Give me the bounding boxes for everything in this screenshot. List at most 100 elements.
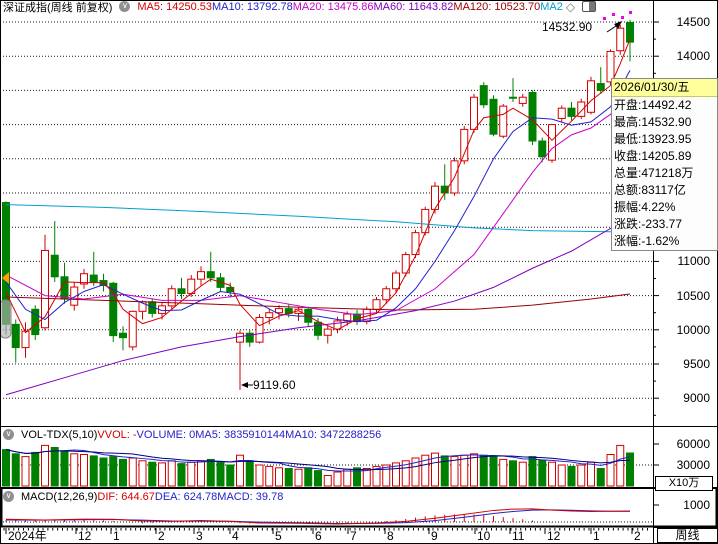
volume-bar bbox=[70, 453, 79, 487]
volume-bar bbox=[577, 464, 586, 487]
candle-body bbox=[392, 272, 400, 290]
candle-body bbox=[557, 107, 566, 119]
volume-bar bbox=[158, 462, 166, 487]
volume-bar bbox=[2, 449, 10, 487]
ma-line-MA5 bbox=[5, 38, 631, 334]
candle-body bbox=[626, 22, 634, 43]
candle-body bbox=[128, 310, 137, 348]
candle-body bbox=[60, 276, 69, 300]
period-label[interactable]: 周线 bbox=[657, 528, 718, 543]
candle-body bbox=[226, 286, 235, 292]
volume-unit-label: X10万 bbox=[655, 476, 713, 491]
candle-body bbox=[411, 232, 420, 256]
volume-label: MA10: 3472288256 bbox=[285, 428, 382, 441]
ma-line-MA60 bbox=[5, 216, 631, 396]
volume-bar bbox=[31, 451, 40, 487]
volume-bar bbox=[362, 468, 371, 487]
macd-chevron-down-icon[interactable]: ∨ bbox=[3, 491, 14, 502]
volume-bar bbox=[275, 467, 283, 487]
vol-ma10-line bbox=[5, 449, 631, 471]
volume-bar bbox=[606, 454, 615, 487]
volume-bar bbox=[284, 468, 293, 487]
chart-title: 深证成指(周线 前复权) bbox=[3, 1, 113, 14]
volume-bar bbox=[197, 460, 205, 487]
chevron-down-icon[interactable]: ∨ bbox=[119, 1, 131, 12]
volume-bar bbox=[401, 460, 410, 487]
volume-bar bbox=[518, 461, 527, 487]
tooltip-row: 总额:83117亿 bbox=[614, 183, 686, 197]
volume-bar bbox=[294, 468, 303, 487]
volume-chevron-down-icon[interactable]: ∨ bbox=[3, 429, 14, 440]
candle-body bbox=[119, 332, 127, 339]
volume-bar bbox=[50, 447, 59, 487]
volume-bar bbox=[411, 457, 420, 487]
volume-bar bbox=[128, 457, 137, 487]
ma-label: MA20: 13475.86 bbox=[292, 0, 374, 13]
candle-body bbox=[323, 328, 332, 336]
volume-bar bbox=[528, 456, 537, 487]
ma-line-MA10 bbox=[5, 70, 631, 323]
candle-body bbox=[538, 140, 547, 158]
candle-body bbox=[382, 288, 391, 301]
volume-bar bbox=[255, 464, 264, 487]
candle-body bbox=[70, 286, 79, 306]
volume-bar bbox=[626, 452, 634, 487]
tooltip-row: 涨幅:-1.62% bbox=[614, 234, 680, 248]
tooltip-row: 最高:14532.90 bbox=[614, 115, 692, 129]
ma-label: MA60: 11643.82 bbox=[373, 0, 454, 13]
candle-body bbox=[275, 308, 283, 314]
candle-body bbox=[177, 288, 186, 295]
candle-body bbox=[421, 208, 430, 234]
volume-bar bbox=[109, 456, 118, 487]
diamond-icon[interactable]: ◇ bbox=[565, 0, 576, 14]
ma-label: MA10: 13792.78 bbox=[212, 0, 293, 13]
candle-body bbox=[431, 185, 439, 210]
volume-bar bbox=[372, 465, 381, 487]
macd-label: MACD(12,26,9) bbox=[21, 490, 98, 503]
candle-body bbox=[372, 299, 381, 310]
candle-body bbox=[21, 330, 30, 349]
volume-bar bbox=[245, 460, 254, 487]
signal-dot bbox=[629, 11, 632, 14]
ma-lines-layer bbox=[5, 38, 631, 396]
volume-bar bbox=[353, 467, 361, 487]
marker-dots-layer bbox=[603, 11, 632, 20]
volume-bar bbox=[450, 456, 459, 487]
tooltip-date: 2026/01/30/五 bbox=[612, 79, 717, 97]
ma-label: MA5: 14250.53 bbox=[137, 0, 213, 13]
signal-dot bbox=[621, 16, 624, 19]
volume-bar bbox=[148, 461, 157, 487]
candle-body bbox=[518, 96, 527, 104]
candle-body bbox=[206, 271, 215, 279]
panel-toggle-icon[interactable] bbox=[582, 1, 597, 12]
volume-bar bbox=[431, 452, 439, 487]
candle-body bbox=[89, 274, 98, 283]
tooltip-rows: 开盘:14492.42 最高:14532.90 最低:13923.95 收盘:1420… bbox=[612, 97, 717, 250]
volume-bar bbox=[421, 454, 430, 487]
candle-body bbox=[596, 83, 605, 91]
volume-bar bbox=[138, 460, 147, 487]
vol-ma5-line bbox=[5, 449, 631, 472]
volume-bar bbox=[382, 464, 391, 487]
signal-dot bbox=[612, 13, 615, 16]
volume-bar bbox=[499, 458, 508, 487]
candle-body bbox=[528, 91, 537, 142]
volume-bar bbox=[479, 454, 488, 487]
candle-body bbox=[11, 323, 20, 349]
ma-value-list: MA5: 14250.53MA10: 13792.78MA20: 13475.8… bbox=[137, 1, 563, 13]
candle-body bbox=[236, 332, 244, 343]
signal-dot bbox=[603, 17, 606, 20]
main-chart-header: 深证成指(周线 前复权) ∨ MA5: 14250.53MA10: 13792.… bbox=[3, 0, 597, 14]
candle-body bbox=[479, 85, 488, 106]
volume-bar bbox=[177, 463, 186, 487]
volume-bar bbox=[509, 460, 517, 487]
macd-value-list: MACD(12,26,9)DIF: 644.67DEA: 624.78MACD:… bbox=[21, 491, 283, 503]
volume-bar bbox=[616, 444, 625, 487]
candle-body bbox=[109, 282, 118, 337]
candle-body bbox=[567, 107, 576, 117]
macd-layer bbox=[0, 508, 653, 525]
volume-bar bbox=[304, 467, 313, 487]
volume-bar bbox=[99, 457, 108, 487]
volume-bar bbox=[11, 453, 20, 487]
